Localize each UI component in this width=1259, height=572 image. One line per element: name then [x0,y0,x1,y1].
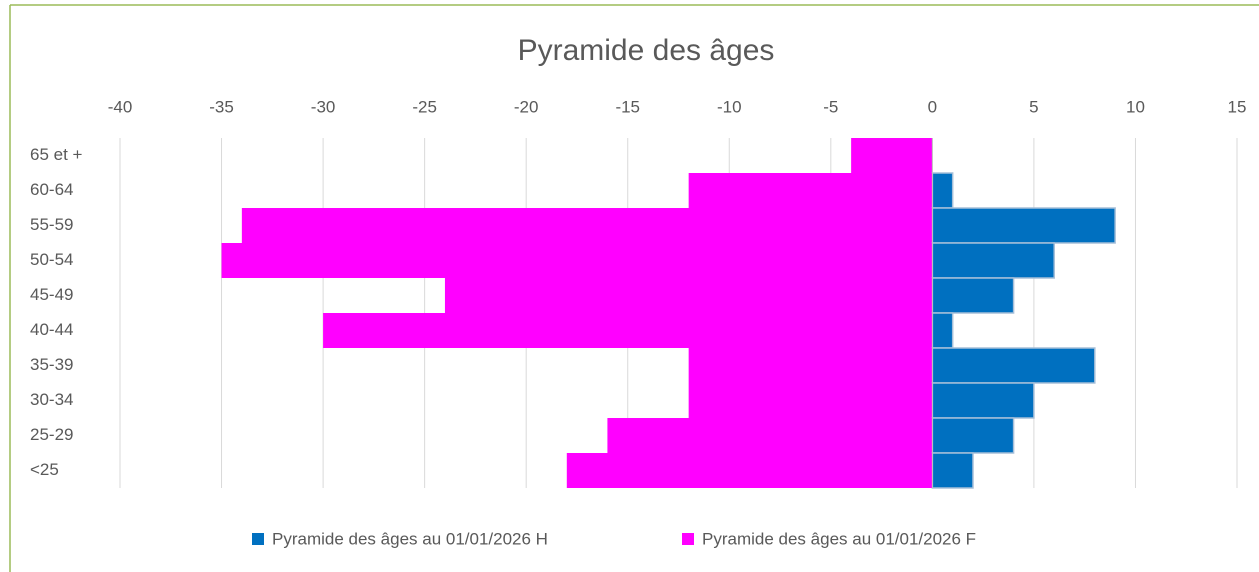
y-tick-label: 65 et + [30,145,83,164]
legend-label: Pyramide des âges au 01/01/2026 H [272,529,548,548]
x-tick-label: -25 [412,97,437,116]
y-tick-label: 40-44 [30,320,73,339]
bar [931,242,1055,279]
y-tick-label: 50-54 [30,250,73,269]
bar [688,383,933,418]
x-tick-label: -35 [209,97,234,116]
bar [241,208,933,243]
legend-swatch [682,533,694,545]
bar [323,313,933,348]
y-tick-label: 60-64 [30,180,73,199]
legend-label: Pyramide des âges au 01/01/2026 F [702,529,976,548]
y-tick-label: 35-39 [30,355,73,374]
x-tick-label: 0 [928,97,937,116]
legend-swatch [252,533,264,545]
x-tick-label: -40 [108,97,133,116]
y-tick-label: 55-59 [30,215,73,234]
bar [566,453,933,488]
bar [931,207,1116,244]
y-tick-label: 30-34 [30,390,73,409]
x-tick-label: -20 [514,97,539,116]
bar [688,173,933,208]
chart-title: Pyramide des âges [518,34,775,67]
y-tick-label: 45-49 [30,285,73,304]
bar [851,138,933,173]
bar [221,243,933,278]
x-tick-label: 10 [1126,97,1145,116]
x-tick-label: 15 [1228,97,1247,116]
bar [688,348,933,383]
bar [931,172,954,209]
x-tick-label: -10 [717,97,742,116]
bar [931,382,1035,419]
x-tick-label: 5 [1029,97,1038,116]
y-tick-label: <25 [30,460,59,479]
bar [607,418,933,453]
bar [931,347,1096,384]
bar [931,312,954,349]
y-tick-label: 25-29 [30,425,73,444]
bar [931,277,1015,314]
bar [931,452,974,489]
bar [444,278,933,313]
x-tick-label: -30 [311,97,336,116]
x-tick-label: -5 [823,97,838,116]
x-tick-label: -15 [615,97,640,116]
bar [931,417,1015,454]
